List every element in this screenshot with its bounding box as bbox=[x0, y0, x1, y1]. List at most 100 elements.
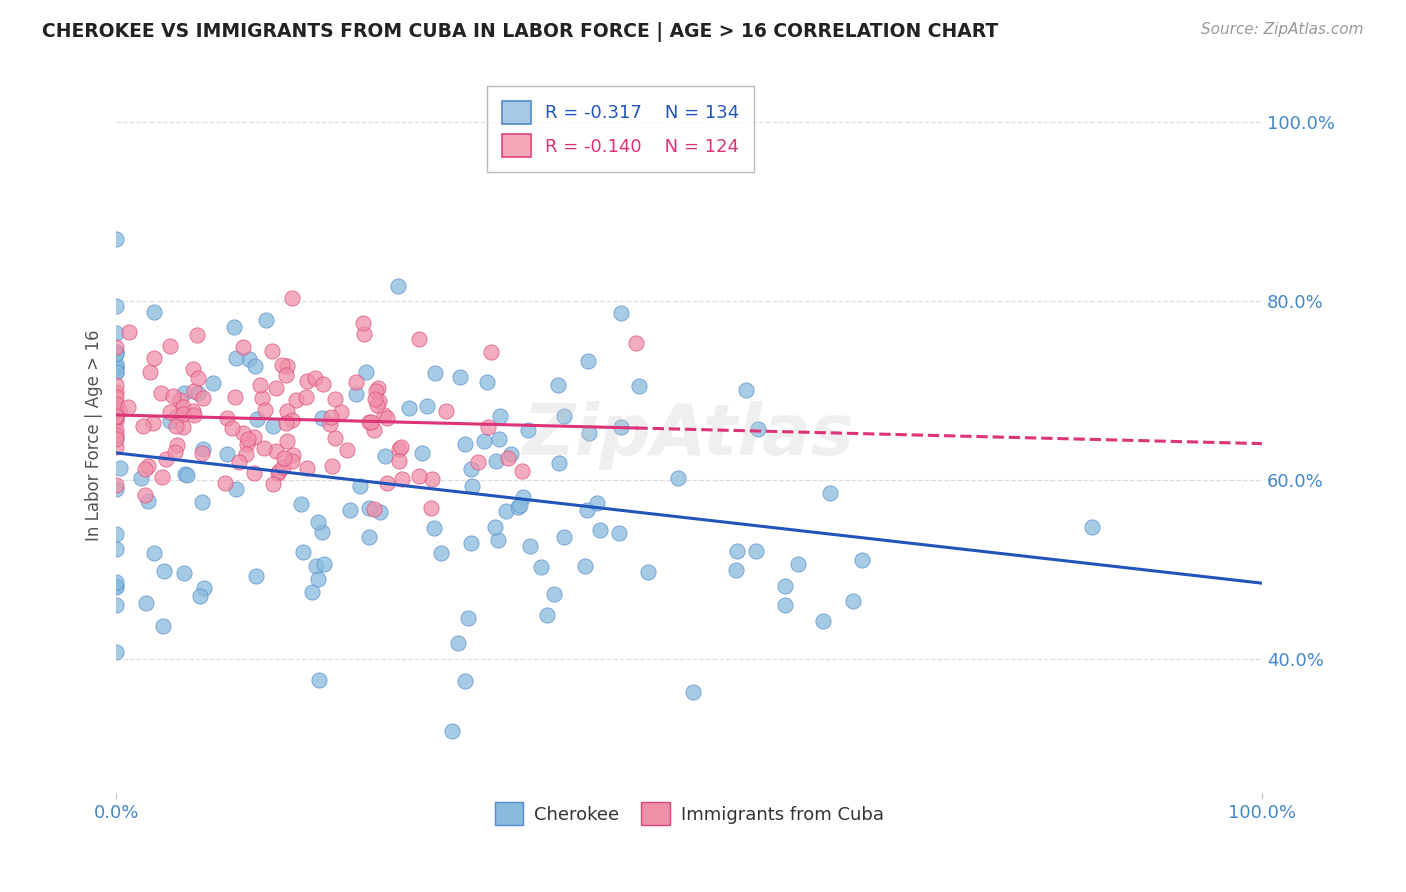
Point bbox=[477, 419, 499, 434]
Point bbox=[159, 405, 181, 419]
Point bbox=[364, 392, 387, 406]
Point bbox=[374, 450, 396, 464]
Point bbox=[105, 574, 128, 589]
Point bbox=[253, 441, 276, 455]
Point bbox=[336, 442, 359, 457]
Point bbox=[474, 434, 496, 448]
Point bbox=[818, 485, 841, 500]
Point bbox=[105, 644, 128, 658]
Point bbox=[489, 409, 512, 424]
Point bbox=[281, 413, 304, 427]
Point bbox=[163, 444, 186, 458]
Text: CHEROKEE VS IMMIGRANTS FROM CUBA IN LABOR FORCE | AGE > 16 CORRELATION CHART: CHEROKEE VS IMMIGRANTS FROM CUBA IN LABO… bbox=[42, 22, 998, 42]
Point bbox=[576, 353, 599, 368]
Point bbox=[475, 375, 498, 389]
Point bbox=[509, 498, 531, 512]
Point bbox=[398, 401, 420, 416]
Point bbox=[222, 320, 245, 334]
Point bbox=[419, 501, 441, 516]
Legend: Cherokee, Immigrants from Cuba: Cherokee, Immigrants from Cuba bbox=[485, 793, 893, 834]
Point bbox=[232, 340, 254, 354]
Point bbox=[214, 476, 236, 491]
Point bbox=[344, 386, 367, 401]
Point bbox=[105, 408, 128, 422]
Point bbox=[105, 299, 128, 313]
Point bbox=[105, 579, 128, 593]
Point bbox=[434, 404, 457, 418]
Point bbox=[221, 421, 243, 435]
Point bbox=[105, 360, 128, 375]
Point bbox=[183, 408, 205, 422]
Point bbox=[366, 398, 388, 412]
Point bbox=[553, 409, 575, 424]
Point bbox=[142, 416, 165, 430]
Point bbox=[191, 495, 214, 509]
Point bbox=[181, 361, 204, 376]
Point bbox=[135, 596, 157, 610]
Point bbox=[105, 357, 128, 371]
Point bbox=[105, 414, 128, 428]
Point bbox=[264, 381, 287, 395]
Point bbox=[628, 379, 651, 393]
Point bbox=[262, 419, 284, 434]
Point bbox=[323, 431, 346, 445]
Point bbox=[367, 394, 389, 409]
Point bbox=[105, 423, 128, 437]
Point bbox=[496, 451, 519, 466]
Point bbox=[423, 367, 446, 381]
Point bbox=[267, 466, 290, 480]
Point bbox=[271, 358, 294, 372]
Point bbox=[249, 377, 271, 392]
Point bbox=[264, 443, 287, 458]
Point bbox=[105, 410, 128, 425]
Point bbox=[589, 523, 612, 537]
Point bbox=[430, 546, 453, 560]
Point bbox=[367, 381, 389, 395]
Point bbox=[105, 398, 128, 412]
Point bbox=[165, 419, 187, 434]
Point bbox=[292, 545, 315, 559]
Point bbox=[295, 374, 318, 388]
Point bbox=[143, 351, 166, 365]
Point bbox=[243, 430, 266, 444]
Point bbox=[454, 437, 477, 451]
Point bbox=[105, 347, 128, 361]
Point bbox=[193, 581, 215, 595]
Point bbox=[363, 502, 385, 516]
Point bbox=[349, 479, 371, 493]
Point bbox=[105, 527, 128, 541]
Point bbox=[105, 326, 128, 340]
Point bbox=[169, 392, 191, 407]
Point bbox=[155, 451, 177, 466]
Point bbox=[172, 420, 194, 434]
Point bbox=[152, 618, 174, 632]
Point bbox=[166, 409, 188, 424]
Point bbox=[356, 365, 378, 379]
Point bbox=[467, 454, 489, 468]
Point bbox=[131, 471, 153, 485]
Point bbox=[724, 563, 747, 577]
Point bbox=[454, 674, 477, 689]
Point bbox=[516, 423, 538, 437]
Point bbox=[360, 415, 382, 429]
Point bbox=[134, 462, 156, 476]
Point bbox=[449, 369, 471, 384]
Point bbox=[312, 377, 335, 392]
Point bbox=[321, 410, 343, 425]
Point bbox=[152, 470, 174, 484]
Point bbox=[105, 440, 128, 454]
Point bbox=[215, 447, 238, 461]
Point bbox=[105, 340, 128, 354]
Point bbox=[166, 438, 188, 452]
Point bbox=[725, 543, 748, 558]
Point bbox=[408, 469, 430, 483]
Point bbox=[280, 454, 302, 468]
Point bbox=[174, 467, 197, 481]
Point bbox=[773, 579, 796, 593]
Point bbox=[321, 458, 343, 473]
Point bbox=[245, 569, 267, 583]
Point bbox=[484, 454, 506, 468]
Point bbox=[281, 291, 304, 305]
Point bbox=[357, 500, 380, 515]
Point bbox=[187, 371, 209, 385]
